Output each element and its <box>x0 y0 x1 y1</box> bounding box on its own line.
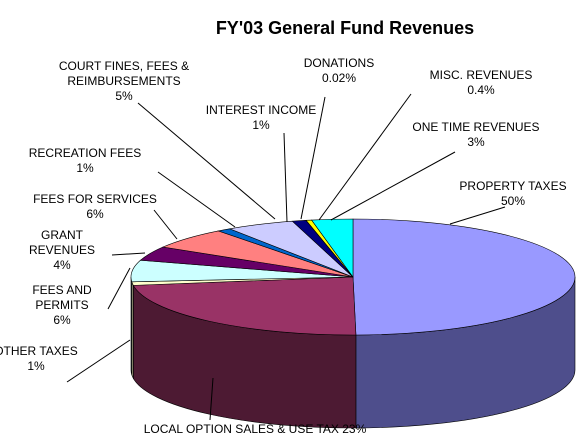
slice-label-line: INTEREST INCOME <box>206 103 316 117</box>
slice-label-line: 1% <box>76 161 94 175</box>
slice-label-line: MISC. REVENUES <box>430 68 533 82</box>
slice-label-line: 3% <box>467 135 485 149</box>
slice-label-line: 1% <box>252 118 270 132</box>
slice-label-local: LOCAL OPTION SALES & USE TAX 23% <box>144 422 367 436</box>
slice-label-line: COURT FINES, FEES & <box>59 59 189 73</box>
slice-label-onetime: ONE TIME REVENUES 3% <box>412 120 539 149</box>
leader-line-permits <box>107 267 131 310</box>
leader-line-services <box>153 209 178 240</box>
leader-line-court <box>137 102 276 220</box>
slice-label-line: 6% <box>86 207 104 221</box>
slice-label-line: RECREATION FEES <box>29 146 141 160</box>
slice-label-recreation: RECREATION FEES 1% <box>29 146 141 175</box>
leader-line-local <box>209 377 214 421</box>
leader-line-grant <box>111 252 146 256</box>
leader-line-recreation <box>157 171 236 228</box>
slice-label-line: FEES FOR SERVICES <box>33 192 157 206</box>
slice-label-misc: MISC. REVENUES 0.4% <box>430 68 533 97</box>
leader-line-other <box>66 339 131 383</box>
leader-line-onetime <box>330 151 456 221</box>
slice-label-line: 50% <box>501 194 525 208</box>
slice-label-line: GRANT <box>41 228 84 242</box>
slice-label-line: 1% <box>27 359 45 373</box>
slice-label-permits: FEES AND PERMITS 6% <box>32 283 92 327</box>
slice-label-line: REIMBURSEMENTS <box>67 74 180 88</box>
slice-label-line: ONE TIME REVENUES <box>412 120 539 134</box>
slice-label-line: FEES AND <box>32 283 92 297</box>
slice-label-services: FEES FOR SERVICES 6% <box>33 192 157 221</box>
slice-label-line: 0.02% <box>322 71 356 85</box>
slice-label-line: 0.4% <box>467 83 495 97</box>
slice-label-line: 5% <box>115 89 133 103</box>
chart-title: FY'03 General Fund Revenues <box>216 18 474 38</box>
leader-line-donations <box>300 96 326 220</box>
slice-label-line: 6% <box>53 313 71 327</box>
leader-lines <box>66 93 506 421</box>
slice-side-permits <box>130 276 133 375</box>
slice-label-line: PROPERTY TAXES <box>459 179 566 193</box>
pie-tops <box>130 218 576 336</box>
slice-label-donations: DONATIONS 0.02% <box>304 56 374 85</box>
leader-line-misc <box>318 93 412 221</box>
leader-line-interest <box>283 132 288 223</box>
slice-labels: PROPERTY TAXES 50% LOCAL OPTION SALES & US… <box>0 56 567 436</box>
slice-label-court: COURT FINES, FEES & REIMBURSEMENTS 5% <box>59 59 189 103</box>
slice-label-line: LOCAL OPTION SALES & USE TAX 23% <box>144 422 367 436</box>
leader-line-property <box>449 206 506 225</box>
slice-local <box>132 276 357 336</box>
slice-label-line: OTHER TAXES <box>0 344 78 358</box>
slice-label-property: PROPERTY TAXES 50% <box>459 179 566 208</box>
slice-label-line: DONATIONS <box>304 56 374 70</box>
slice-property <box>352 218 576 336</box>
slice-label-grant: GRANT REVENUES 4% <box>29 228 95 272</box>
slice-label-interest: INTEREST INCOME 1% <box>206 103 316 132</box>
slice-label-line: PERMITS <box>35 298 88 312</box>
slice-label-line: REVENUES <box>29 243 95 257</box>
slice-label-line: 4% <box>53 258 71 272</box>
slice-label-other: OTHER TAXES 1% <box>0 344 78 373</box>
